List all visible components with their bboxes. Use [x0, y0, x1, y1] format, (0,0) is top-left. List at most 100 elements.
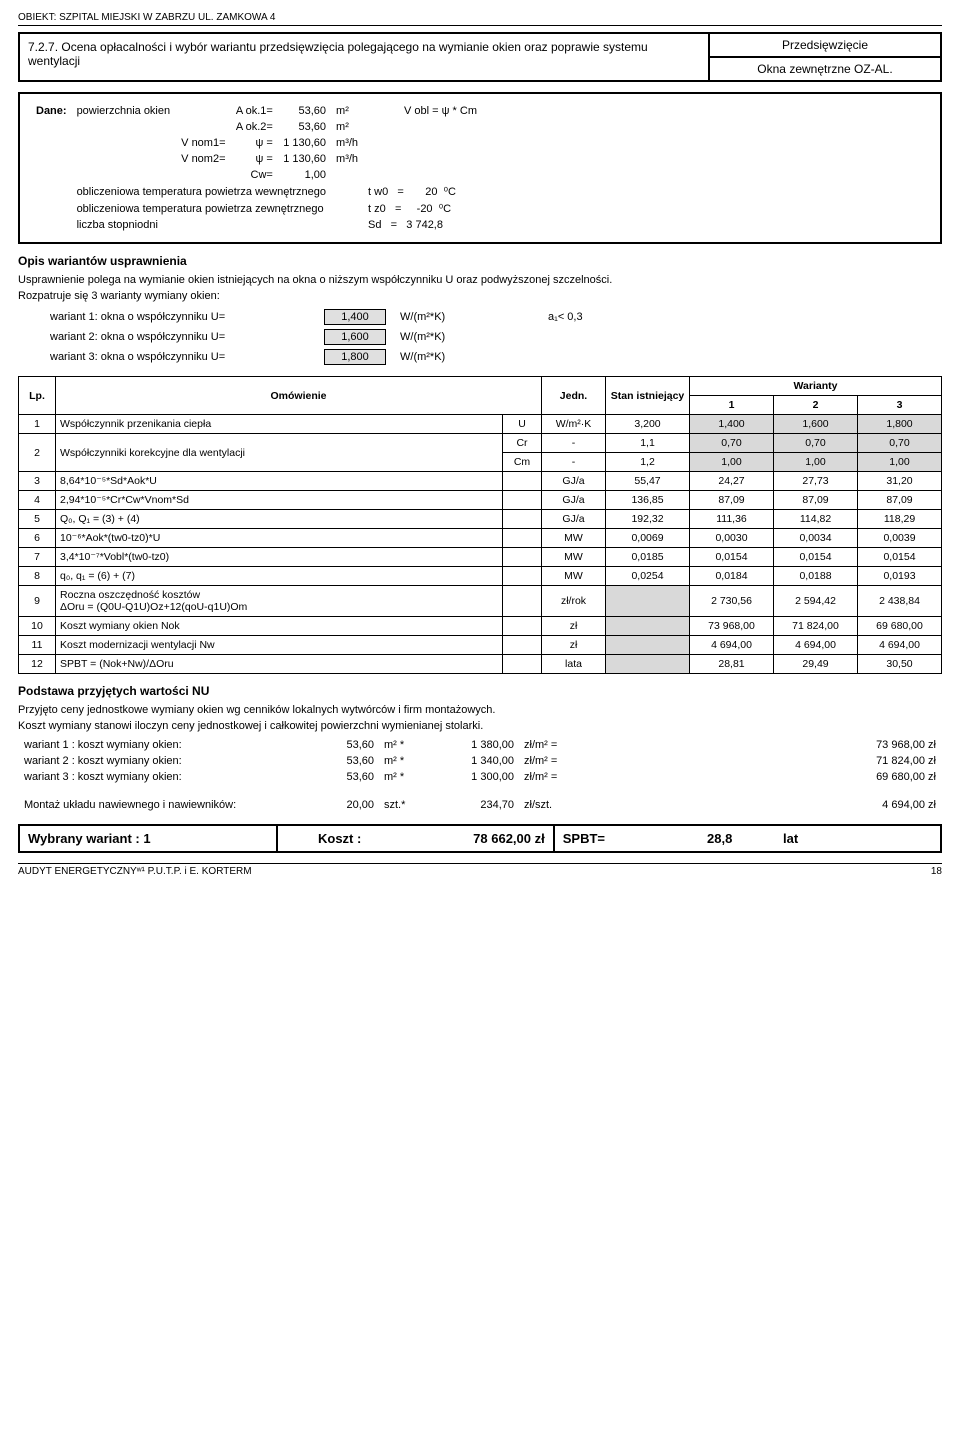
table-cell-stan: 136,85 [606, 491, 690, 510]
table-cell-sym: U [503, 415, 542, 434]
table-cell-v2: 29,49 [774, 655, 858, 674]
table-cell-stan: 55,47 [606, 472, 690, 491]
dane-sym: A ok.1= [232, 104, 277, 118]
basis-unit: szt.* [380, 798, 428, 812]
dane-desc: liczba stopniodni [73, 218, 330, 232]
table-cell-lp: 6 [19, 529, 56, 548]
table-cell-lp: 7 [19, 548, 56, 567]
table-cell-stan [606, 586, 690, 617]
dane-val: 1,00 [279, 168, 330, 182]
dane-val: -20 [417, 203, 433, 215]
table-cell-unit: GJ/a [542, 491, 606, 510]
table-cell-desc: Roczna oszczędność kosztów ΔOru = (Q0U-Q… [56, 586, 503, 617]
table-cell-desc: Współczynniki korekcyjne dla wentylacji [56, 434, 503, 472]
wariant-label: wariant 2: okna o współczynniku U= [20, 328, 316, 346]
table-cell-stan: 3,200 [606, 415, 690, 434]
table-cell-v3: 4 694,00 [858, 636, 942, 655]
table-cell-stan: 0,0069 [606, 529, 690, 548]
wariant-value: 1,600 [324, 329, 386, 345]
th-2: 2 [774, 396, 858, 415]
table-cell-v2: 87,09 [774, 491, 858, 510]
footer-left: AUDYT ENERGETYCZNYʷ¹ P.U.T.P. i E. KORTE… [18, 866, 252, 877]
table-cell-sym [503, 617, 542, 636]
table-cell-v3: 31,20 [858, 472, 942, 491]
table-cell-v3: 0,70 [858, 434, 942, 453]
table-cell-v2: 71 824,00 [774, 617, 858, 636]
th-lp: Lp. [19, 377, 56, 415]
table-cell-unit: zł/rok [542, 586, 606, 617]
basis-val: 53,60 [310, 754, 378, 768]
table-cell-v3: 0,0154 [858, 548, 942, 567]
table-cell-sym [503, 655, 542, 674]
table-cell-desc: 3,4*10⁻⁷*Vobl*(tw0-tz0) [56, 548, 503, 567]
dane-unit: m³/h [332, 152, 362, 166]
table-cell-lp: 10 [19, 617, 56, 636]
table-cell-lp: 8 [19, 567, 56, 586]
basis-val: 53,60 [310, 770, 378, 784]
table-cell-lp: 4 [19, 491, 56, 510]
table-cell-unit: - [542, 434, 606, 453]
wariant-value: 1,800 [324, 349, 386, 365]
table-cell-sym [503, 548, 542, 567]
basis-result: 71 824,00 zł [590, 754, 940, 768]
summary-cost-value: 78 662,00 zł [369, 825, 553, 852]
th-war: Warianty [690, 377, 942, 396]
page-header: OBIEKT: SZPITAL MIEJSKI W ZABRZU UL. ZAM… [18, 12, 942, 26]
table-cell-stan: 0,0185 [606, 548, 690, 567]
table-cell-v1: 28,81 [690, 655, 774, 674]
summary-spbt-value: 28,8 [664, 825, 775, 852]
basis-unit: m² * [380, 738, 428, 752]
basis-val: 1 300,00 [430, 770, 518, 784]
table-cell-v2: 0,0188 [774, 567, 858, 586]
th-om: Omówienie [56, 377, 542, 415]
dane-extra: V obl = ψ * Cm [364, 104, 481, 118]
summary-variant: Wybrany wariant : 1 [19, 825, 277, 852]
table-cell-sym [503, 586, 542, 617]
wariant-extra: a₁< 0,3 [488, 308, 589, 326]
table-cell-unit: zł [542, 617, 606, 636]
table-cell-desc: Współczynnik przenikania ciepła [56, 415, 503, 434]
basis-unit: zł/m² = [520, 770, 588, 784]
wariant-label: wariant 3: okna o współczynniku U= [20, 348, 316, 366]
table-cell-sym [503, 510, 542, 529]
table-cell-sym: Cr [503, 434, 542, 453]
table-cell-v2: 1,600 [774, 415, 858, 434]
dane-row-label: powierzchnia okien [73, 104, 175, 118]
clause-right-top: Przedsięwzięcie [710, 34, 940, 58]
table-cell-v1: 0,0184 [690, 567, 774, 586]
basis-val: 1 340,00 [430, 754, 518, 768]
table-cell-unit: W/m²·K [542, 415, 606, 434]
table-cell-v3: 118,29 [858, 510, 942, 529]
table-cell-desc: q₀, q₁ = (6) + (7) [56, 567, 503, 586]
table-cell-v2: 2 594,42 [774, 586, 858, 617]
basis-title: Podstawa przyjętych wartości NU [18, 684, 942, 698]
table-cell-v3: 2 438,84 [858, 586, 942, 617]
dane-unit: m² [332, 104, 362, 118]
opis-p2: Rozpatruje się 3 warianty wymiany okien: [18, 290, 942, 302]
table-cell-v1: 2 730,56 [690, 586, 774, 617]
table-cell-unit: - [542, 453, 606, 472]
basis-label: Montaż układu nawiewnego i nawiewników: [20, 798, 308, 812]
dane-eq: = [395, 203, 401, 215]
table-cell-desc: 8,64*10⁻⁵*Sd*Aok*U [56, 472, 503, 491]
dane-val: 53,60 [279, 104, 330, 118]
table-cell-unit: lata [542, 655, 606, 674]
basis-val: 53,60 [310, 738, 378, 752]
table-cell-unit: zł [542, 636, 606, 655]
table-cell-v1: 24,27 [690, 472, 774, 491]
table-cell-v3: 1,00 [858, 453, 942, 472]
basis-result: 69 680,00 zł [590, 770, 940, 784]
table-cell-v3: 30,50 [858, 655, 942, 674]
basis-unit: m² * [380, 770, 428, 784]
table-cell-desc: 10⁻⁶*Aok*(tw0-tz0)*U [56, 529, 503, 548]
dane-sym: t z0 [368, 203, 386, 215]
dane-val: 53,60 [279, 120, 330, 134]
th-1: 1 [690, 396, 774, 415]
table-cell-v2: 0,0154 [774, 548, 858, 567]
table-cell-sym [503, 567, 542, 586]
dane-eq: = [391, 219, 397, 231]
table-cell-sym [503, 491, 542, 510]
th-3: 3 [858, 396, 942, 415]
table-cell-stan: 1,1 [606, 434, 690, 453]
dane-desc: obliczeniowa temperatura powietrza wewnę… [73, 184, 330, 199]
